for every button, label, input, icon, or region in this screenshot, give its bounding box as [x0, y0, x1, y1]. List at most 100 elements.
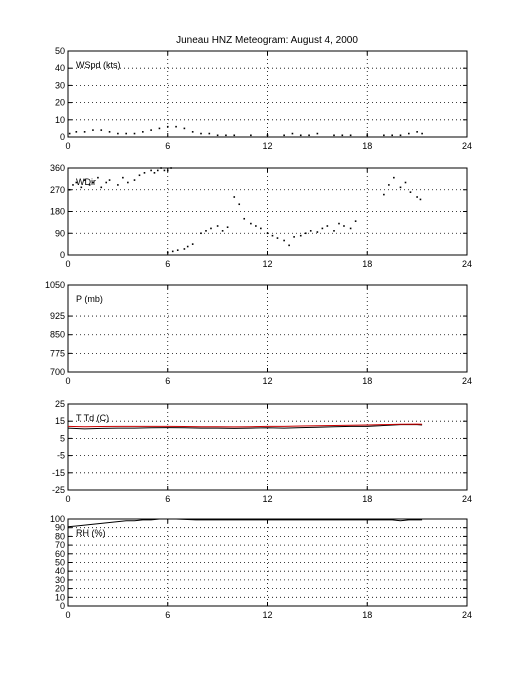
x-tick-label: 24 — [462, 610, 472, 620]
y-tick-label: 925 — [50, 311, 65, 321]
y-tick-label: 80 — [55, 531, 65, 541]
x-tick-label: 18 — [362, 376, 372, 386]
x-tick-label: 12 — [262, 610, 272, 620]
data-point — [308, 134, 310, 137]
data-point — [271, 234, 274, 237]
data-point — [142, 131, 144, 133]
panel-label: WDir — [76, 177, 96, 187]
data-point — [316, 231, 319, 233]
data-point — [416, 131, 418, 133]
y-tick-label: 0 — [60, 250, 65, 260]
x-tick-label: 18 — [362, 610, 372, 620]
figure-title: Juneau HNZ Meteogram: August 4, 2000 — [176, 35, 358, 46]
y-tick-label: 25 — [55, 399, 65, 409]
y-tick-label: 0 — [60, 132, 65, 142]
x-tick-label: 24 — [462, 141, 472, 151]
x-tick-label: 0 — [65, 376, 70, 386]
data-point — [100, 186, 103, 189]
data-point — [191, 131, 194, 133]
data-point — [383, 134, 385, 137]
y-tick-label: 10 — [55, 115, 65, 125]
data-point — [183, 127, 186, 130]
x-tick-label: 18 — [362, 141, 372, 151]
data-point — [293, 236, 295, 238]
data-point — [233, 196, 236, 198]
x-tick-label: 6 — [165, 494, 170, 504]
panel-2: 0 6 12 18 24 700 775 850 925 1050 P (mb) — [45, 280, 472, 386]
data-point — [233, 134, 236, 137]
x-tick-label: 12 — [262, 259, 272, 269]
panel-label: T Td (C) — [76, 413, 109, 423]
data-point — [316, 132, 319, 135]
data-point — [133, 179, 136, 181]
data-point — [88, 184, 91, 186]
data-point — [175, 125, 177, 128]
y-tick-label: 0 — [60, 601, 65, 611]
y-tick-label: -15 — [52, 468, 65, 478]
data-point — [333, 230, 335, 232]
data-point — [349, 134, 352, 137]
data-point — [304, 232, 307, 235]
data-point — [72, 184, 74, 186]
data-point — [288, 244, 290, 247]
data-point — [122, 176, 124, 179]
data-point — [83, 131, 86, 133]
data-point — [283, 134, 285, 137]
x-tick-label: 24 — [462, 376, 472, 386]
data-point — [170, 167, 172, 169]
y-tick-label: 270 — [50, 185, 65, 195]
y-tick-label: 50 — [55, 46, 65, 56]
y-tick-label: 775 — [50, 348, 65, 358]
panel-label: P (mb) — [76, 294, 103, 304]
y-tick-label: -25 — [52, 485, 65, 495]
x-tick-label: 6 — [165, 610, 170, 620]
data-point — [138, 174, 141, 177]
x-tick-label: 0 — [65, 141, 70, 151]
data-point — [92, 181, 94, 184]
panel-3: 0 6 12 18 24 -25 -15 -5 5 15 25 T Td (C) — [52, 399, 472, 504]
data-point — [97, 176, 99, 179]
panel-label: WSpd (kts) — [76, 60, 121, 70]
y-tick-label: 180 — [50, 207, 65, 217]
y-tick-label: 90 — [55, 523, 65, 533]
x-tick-label: 6 — [165, 376, 170, 386]
panel-0: 0 6 12 18 24 0 10 20 30 40 50 WSpd (kts) — [55, 46, 472, 151]
data-point — [399, 134, 402, 137]
data-point — [421, 132, 423, 135]
data-point — [391, 134, 393, 137]
data-point — [92, 129, 94, 131]
panel-label: RH (%) — [76, 528, 106, 538]
data-point — [75, 181, 78, 184]
data-point — [255, 225, 257, 227]
x-tick-label: 12 — [262, 494, 272, 504]
data-point — [166, 251, 169, 254]
data-point — [68, 132, 71, 135]
data-point — [343, 225, 345, 227]
y-tick-label: -5 — [57, 451, 65, 461]
data-point — [243, 217, 246, 220]
data-point — [216, 134, 219, 137]
data-point — [205, 230, 207, 232]
data-point — [354, 220, 357, 222]
data-point — [309, 230, 312, 232]
x-tick-label: 6 — [165, 141, 170, 151]
data-point — [341, 134, 344, 137]
data-point — [150, 129, 152, 131]
data-point — [225, 134, 227, 137]
data-point — [127, 181, 129, 184]
data-point — [105, 181, 108, 184]
data-point — [226, 226, 229, 229]
data-point — [349, 227, 352, 230]
data-point — [383, 193, 385, 196]
y-tick-label: 10 — [55, 592, 65, 602]
data-point — [183, 248, 186, 250]
data-point — [156, 169, 159, 172]
data-point — [266, 134, 269, 137]
data-point — [299, 134, 302, 137]
data-point — [393, 176, 395, 179]
plot-frame — [67, 167, 468, 256]
data-point — [419, 198, 422, 201]
x-tick-label: 24 — [462, 494, 472, 504]
